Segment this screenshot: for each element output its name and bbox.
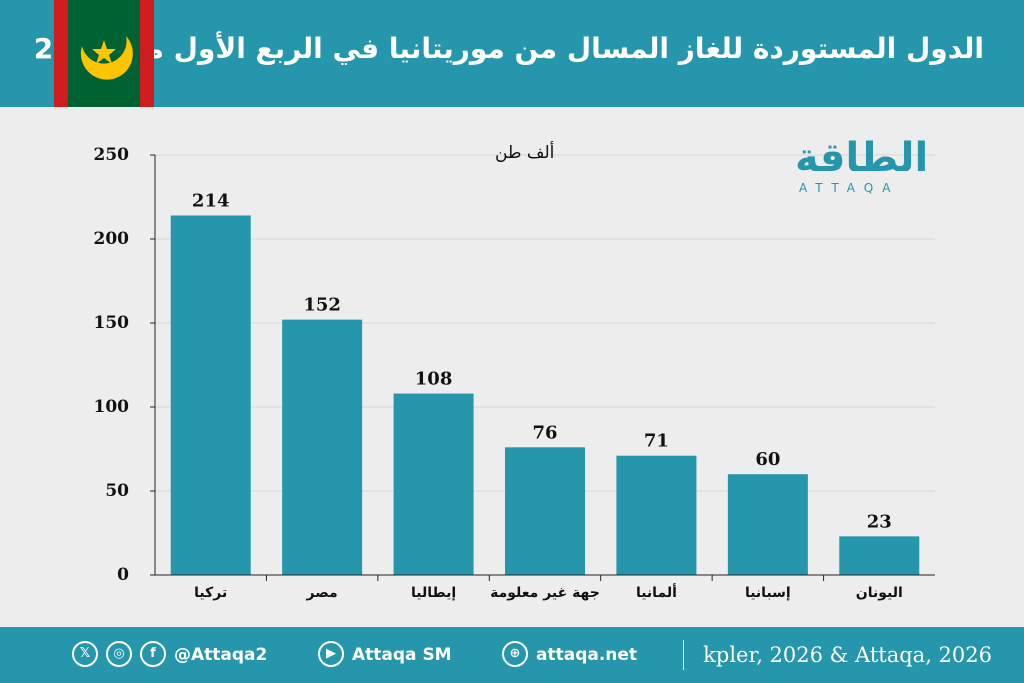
x-tick-label: إيطاليا: [411, 585, 456, 601]
bar-value-label: 108: [415, 369, 453, 390]
logo-latin: ATTAQA: [799, 181, 900, 195]
x-tick-label: إسبانيا: [745, 585, 791, 601]
bar: [616, 455, 697, 575]
x-tick-label: جهة غير معلومة: [490, 585, 600, 601]
social-handle[interactable]: @Attaqa2: [174, 645, 268, 665]
x-tick-label: ألمانيا: [636, 583, 677, 601]
bar-value-label: 23: [867, 511, 892, 532]
bar: [727, 474, 808, 575]
bar: [393, 393, 474, 575]
footer-bar: 𝕏 ◎ f @Attaqa2 ▶ Attaqa SM ⊕ attaqa.net …: [0, 627, 1024, 683]
globe-icon[interactable]: ⊕: [502, 641, 528, 667]
bar: [839, 536, 920, 575]
bar: [282, 319, 363, 575]
bar-value-label: 60: [755, 449, 780, 470]
bar: [505, 447, 585, 575]
youtube-icon[interactable]: ▶: [318, 641, 344, 667]
instagram-icon[interactable]: ◎: [106, 641, 132, 667]
x-tick-label: اليونان: [856, 585, 903, 601]
y-tick-label: 250: [94, 145, 130, 165]
facebook-icon[interactable]: f: [140, 641, 166, 667]
bar-value-label: 214: [192, 190, 230, 211]
y-tick-label: 150: [94, 313, 130, 333]
bar-value-label: 76: [532, 422, 557, 443]
bar: [170, 215, 251, 576]
bar-value-label: 152: [303, 295, 341, 316]
bar-value-label: 71: [644, 431, 669, 452]
y-tick-label: 0: [117, 565, 129, 585]
x-icon[interactable]: 𝕏: [72, 641, 98, 667]
source-text: kpler, 2026 & Attaqa, 2026: [703, 643, 992, 667]
y-tick-label: 200: [94, 229, 130, 249]
website-link[interactable]: attaqa.net: [536, 645, 638, 665]
attaqa-logo: الطاقة ATTAQA: [795, 135, 985, 205]
x-tick-label: مصر: [306, 585, 338, 601]
youtube-channel[interactable]: Attaqa SM: [352, 645, 452, 665]
footer-divider: [683, 640, 684, 670]
unit-label: ألف طن: [495, 143, 555, 163]
x-tick-label: تركيا: [194, 585, 227, 601]
logo-arabic: الطاقة: [795, 135, 929, 181]
y-tick-label: 50: [105, 481, 129, 501]
y-tick-label: 100: [94, 397, 130, 417]
